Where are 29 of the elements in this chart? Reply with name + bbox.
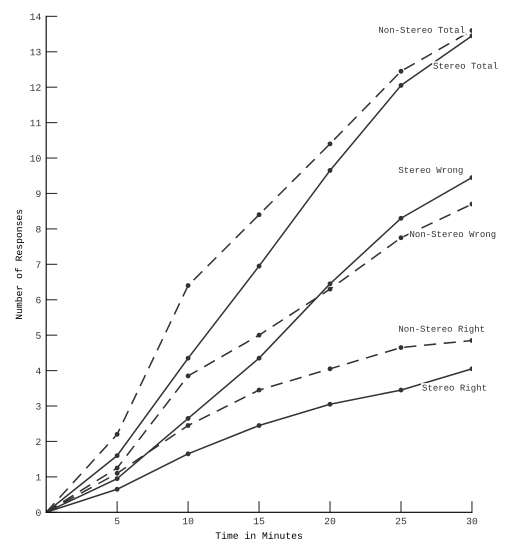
series-label: Non-Stereo Right [399, 325, 484, 334]
series-label: Stereo Right [422, 384, 486, 392]
x-tick-label: 30 [466, 518, 478, 524]
x-tick-label: 10 [182, 518, 194, 524]
x-tick-label: 25 [396, 518, 406, 524]
x-axis-title: Time in Minutes [216, 532, 302, 539]
x-tick-label: 15 [254, 518, 264, 524]
y-tick-label: 8 [36, 226, 41, 233]
series-label: Stereo Wrong [398, 166, 463, 175]
y-tick-label: 6 [36, 296, 41, 304]
y-tick-label: 9 [36, 190, 41, 198]
y-tick-label: 12 [30, 84, 41, 91]
y-tick-label: 0 [36, 509, 41, 516]
x-tick-label: 5 [114, 518, 120, 524]
y-tick-label: 4 [36, 368, 41, 374]
y-tick-label: 14 [30, 13, 41, 20]
y-tick-label: 1 [36, 474, 41, 480]
y-tick-label: 11 [30, 120, 41, 126]
series-label: Non-Stereo Total [379, 26, 465, 33]
y-tick-label: 2 [36, 438, 41, 445]
y-tick-label: 3 [36, 403, 41, 410]
series-label: Stereo Total [433, 62, 498, 69]
y-tick-label: 10 [30, 155, 41, 162]
y-tick-label: 5 [36, 332, 41, 339]
y-axis-title: Number of Responses [15, 210, 24, 319]
y-tick-label: 7 [36, 261, 41, 268]
x-tick-label: 20 [324, 518, 336, 524]
y-tick-label: 13 [30, 48, 41, 56]
series-label: Non-Stereo Wrong [410, 230, 496, 239]
